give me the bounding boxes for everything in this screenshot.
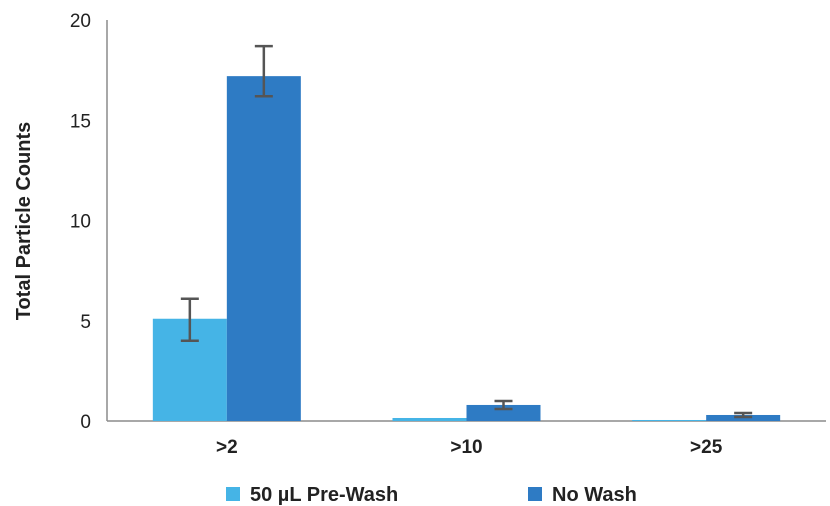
y-axis-ticks: 0 5 10 15 20 [70,11,91,433]
bar-prewash [632,419,707,421]
bar-nowash [226,76,301,421]
error-bar [254,44,273,98]
error-bar [180,297,199,343]
bar-prewash [392,417,467,421]
bars [152,76,781,421]
x-tick-label: >2 [216,437,238,458]
legend-swatch [226,487,240,501]
y-tick-label: 20 [70,11,91,32]
error-bar [494,399,513,411]
legend-label: No Wash [552,484,637,506]
legend-swatch [528,487,542,501]
legend: 50 µL Pre-Wash No Wash [226,484,637,506]
x-tick-label: >25 [690,437,723,458]
error-bar [734,411,753,419]
y-axis-title: Total Particle Counts [13,122,35,321]
bar-nowash [466,404,541,421]
y-tick-label: 10 [70,212,91,233]
legend-label: 50 µL Pre-Wash [250,484,398,506]
legend-item: 50 µL Pre-Wash [226,484,398,506]
y-tick-label: 15 [70,111,91,132]
y-tick-label: 0 [80,412,91,433]
x-tick-label: >10 [450,437,482,458]
legend-item: No Wash [528,484,637,506]
y-tick-label: 5 [80,312,91,333]
error-bars [180,44,753,419]
x-axis-labels: >2 >10 >25 [216,437,723,458]
